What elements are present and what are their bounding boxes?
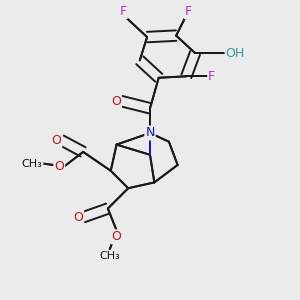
Text: CH₃: CH₃	[99, 251, 120, 261]
Text: O: O	[73, 211, 83, 224]
Text: O: O	[112, 230, 122, 243]
Text: F: F	[208, 70, 215, 83]
Text: O: O	[52, 134, 61, 147]
Text: CH₃: CH₃	[22, 158, 42, 169]
Text: F: F	[185, 5, 192, 18]
Text: F: F	[120, 5, 127, 18]
Text: OH: OH	[226, 46, 245, 59]
Text: O: O	[54, 160, 64, 173]
Text: O: O	[111, 94, 121, 107]
Text: N: N	[145, 127, 155, 140]
